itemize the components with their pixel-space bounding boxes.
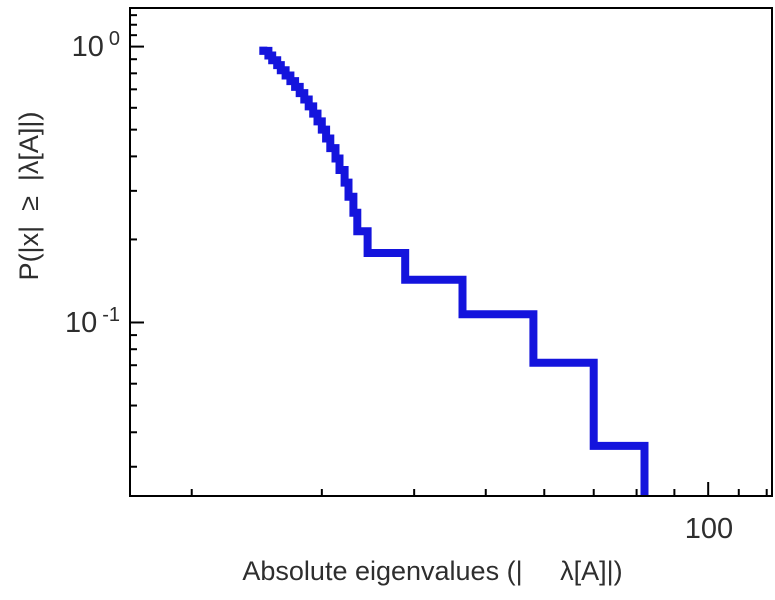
y-tick-label-1e-1: 10 -1 bbox=[0, 304, 120, 341]
y-tick-exponent: -1 bbox=[102, 304, 120, 326]
plot-frame bbox=[129, 7, 773, 497]
y-tick-label-1e0: 10 0 bbox=[0, 28, 120, 65]
ccdf-step-line bbox=[259, 46, 649, 496]
y-axis-label: P(|x| ≥ |λ[A]|) bbox=[14, 111, 44, 281]
y-tick-base: 10 bbox=[71, 31, 104, 63]
x-axis-label: Absolute eigenvalues (| λ[A]|) bbox=[242, 556, 623, 586]
y-tick-base: 10 bbox=[64, 307, 98, 339]
x-tick-label-100: 100 bbox=[684, 513, 734, 545]
y-tick-exponent: 0 bbox=[108, 28, 120, 50]
plot-background bbox=[130, 8, 772, 496]
